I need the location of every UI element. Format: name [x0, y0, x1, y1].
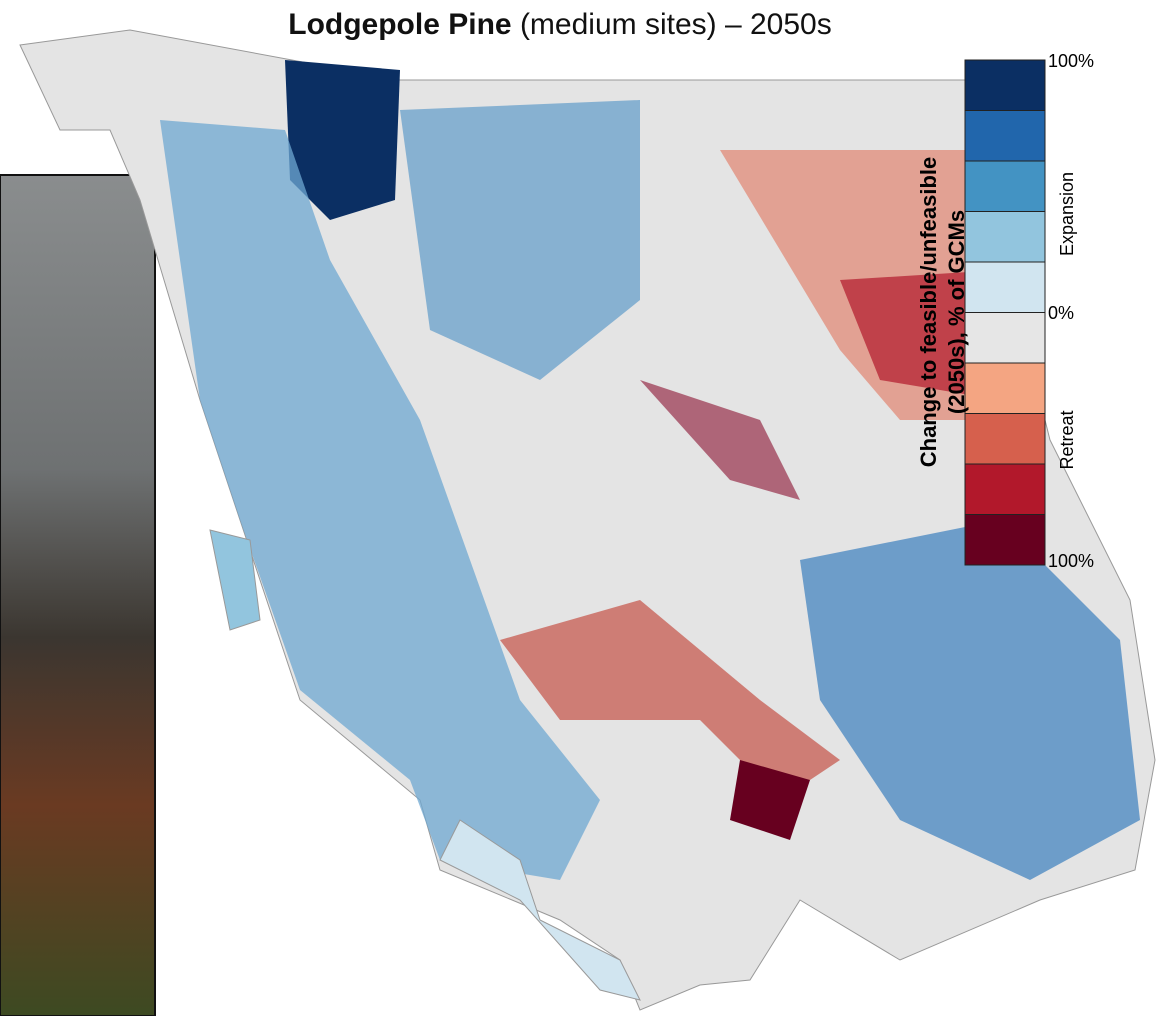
- legend-swatch: [964, 59, 1046, 111]
- legend-swatch: [964, 413, 1046, 465]
- legend-swatch: [964, 211, 1046, 263]
- title-rest: (medium sites) – 2050s: [512, 8, 832, 41]
- legend-label: 0%: [1048, 303, 1074, 323]
- legend-swatch: [964, 160, 1046, 212]
- island: [209, 529, 261, 631]
- legend-label: 100%: [1048, 51, 1094, 71]
- map-title: Lodgepole Pine (medium sites) – 2050s: [288, 8, 832, 41]
- expansion-region: [160, 120, 600, 880]
- legend-swatch: [964, 110, 1046, 162]
- legend-swatch: [964, 463, 1046, 515]
- legend-swatch: [964, 362, 1046, 414]
- title-bold: Lodgepole Pine: [288, 8, 511, 41]
- legend: Change to feasible/unfeasible (2050s), %…: [916, 51, 1094, 571]
- expansion-region: [400, 100, 640, 380]
- legend-label: Retreat: [1057, 410, 1077, 469]
- legend-title: Change to feasible/unfeasible: [916, 157, 941, 468]
- island: [439, 819, 641, 1001]
- legend-swatch: [964, 261, 1046, 313]
- legend-swatch: [964, 312, 1046, 364]
- retreat-region: [500, 600, 840, 800]
- legend-swatch: [964, 514, 1046, 566]
- retreat-region: [730, 760, 810, 840]
- retreat-region: [640, 380, 800, 500]
- retreat-region: [840, 270, 1000, 400]
- expansion-region: [285, 60, 400, 220]
- forest-photo: [0, 174, 156, 1016]
- legend-title: (2050s), % of GCMs: [944, 210, 969, 414]
- legend-label: Expansion: [1057, 172, 1077, 256]
- expansion-region: [800, 520, 1140, 880]
- legend-label: 100%: [1048, 551, 1094, 571]
